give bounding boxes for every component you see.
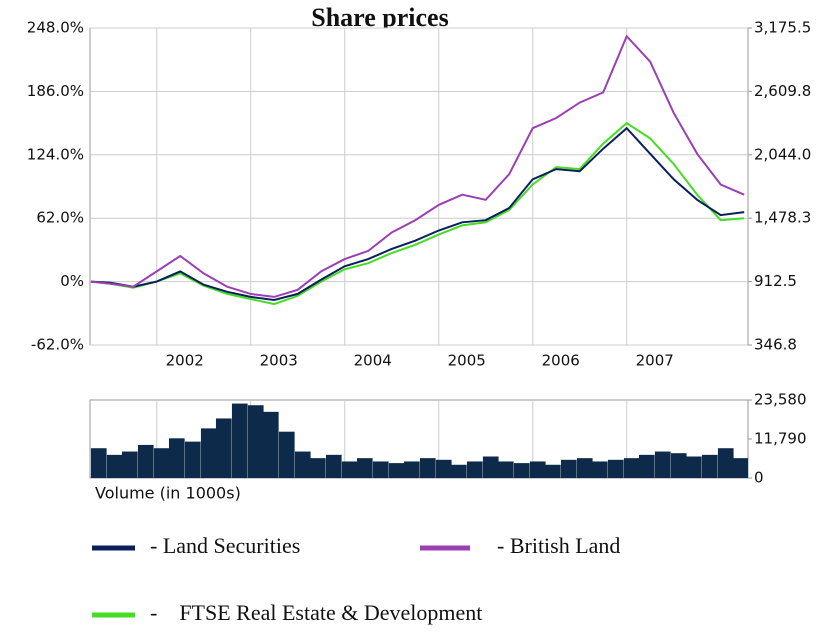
volume-bar <box>403 461 420 478</box>
volume-bar <box>231 403 248 478</box>
x-tick-label: 2005 <box>448 352 486 370</box>
y-tick-label: 23,580 <box>754 391 807 409</box>
volume-bar <box>278 431 295 478</box>
y2-tick-label: 2,044.0 <box>754 145 811 163</box>
volume-bar <box>638 454 655 478</box>
volume-bar <box>717 448 734 478</box>
volume-bar <box>435 459 452 478</box>
y2-tick-label: 2,609.8 <box>754 82 811 100</box>
y-tick-label: 62.0% <box>36 209 84 227</box>
volume-bar <box>388 463 405 478</box>
y-tick-label: -62.0% <box>31 336 84 354</box>
volume-bar <box>372 461 389 478</box>
y2-tick-label: 346.8 <box>754 336 797 354</box>
y2-tick-label: 3,175.5 <box>754 19 811 37</box>
volume-bar <box>200 428 217 478</box>
volume-bar <box>450 464 467 478</box>
volume-bar <box>560 459 577 478</box>
volume-bar <box>419 458 436 478</box>
volume-bar <box>513 463 530 478</box>
x-tick-label: 2007 <box>636 352 674 370</box>
volume-bar <box>341 461 358 478</box>
volume-bar <box>247 405 264 478</box>
x-axis-label: Volume (in 1000s) <box>95 484 241 503</box>
x-tick-label: 2003 <box>260 352 298 370</box>
volume-bar <box>184 441 201 478</box>
y-tick-label: 248.0% <box>27 19 84 37</box>
volume-bar <box>325 454 342 478</box>
volume-bar <box>482 456 499 478</box>
y2-tick-label: 1,478.3 <box>754 209 811 227</box>
volume-bar <box>168 438 185 478</box>
volume-bar <box>90 448 107 478</box>
volume-bar <box>732 458 748 478</box>
y-tick-label: 186.0% <box>27 82 84 100</box>
volume-bar <box>623 458 640 478</box>
x-tick-label: 2004 <box>354 352 392 370</box>
volume-bar <box>309 458 326 478</box>
y-tick-label: 0% <box>60 272 84 290</box>
volume-bar <box>529 461 546 478</box>
x-tick-label: 2006 <box>542 352 580 370</box>
y-tick-label: 0 <box>754 469 764 487</box>
volume-bar <box>137 444 154 478</box>
volume-bar <box>153 448 170 478</box>
volume-bar <box>591 461 608 478</box>
y2-tick-label: 912.5 <box>754 272 797 290</box>
volume-bar <box>466 461 483 478</box>
y-tick-label: 124.0% <box>27 145 84 163</box>
legend-label: - FTSE Real Estate & Development <box>150 600 482 625</box>
volume-bar <box>670 453 687 478</box>
volume-bar <box>544 464 561 478</box>
volume-bar <box>215 418 232 478</box>
plot-area <box>89 27 749 346</box>
series-line <box>90 34 745 298</box>
legend-label: - British Land <box>497 533 620 558</box>
volume-bar <box>576 458 593 478</box>
series-line <box>90 121 745 306</box>
x-tick-label: 2002 <box>166 352 204 370</box>
volume-bar <box>106 454 123 478</box>
volume-bar <box>262 411 279 478</box>
volume-bar <box>701 454 718 478</box>
series-line <box>90 126 745 302</box>
volume-bar <box>497 461 514 478</box>
volume-bar <box>654 451 671 478</box>
chart-title: Share prices <box>311 3 448 32</box>
volume-bar <box>685 456 702 478</box>
y-tick-label: 11,790 <box>754 430 807 448</box>
legend-label: - Land Securities <box>150 533 300 558</box>
volume-bar <box>607 459 624 478</box>
volume-bar <box>121 451 138 478</box>
volume-bar <box>294 451 311 478</box>
volume-bar <box>356 458 373 478</box>
